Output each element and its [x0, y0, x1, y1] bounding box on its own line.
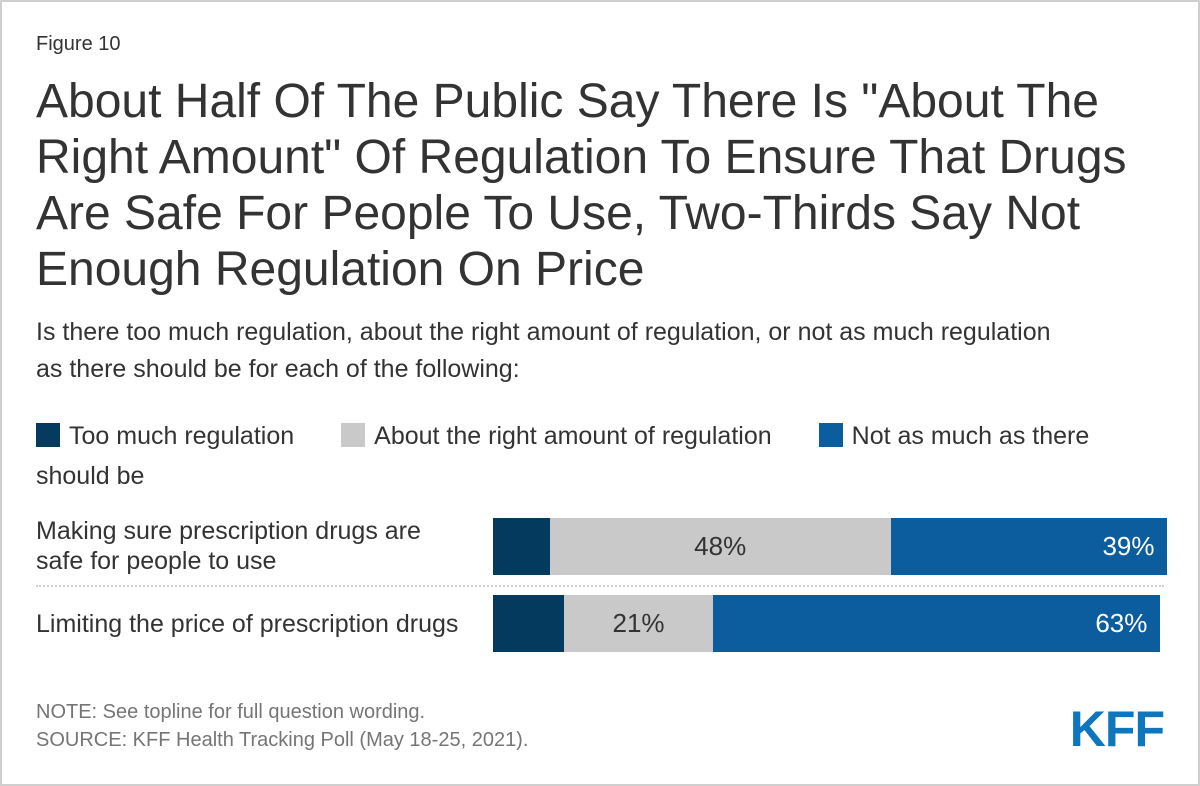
legend-label: Not as much as there should be — [36, 422, 1090, 490]
bar-segment: 21% — [564, 595, 714, 652]
bar-segment — [493, 517, 550, 575]
figure-container: Figure 10 About Half Of The Public Say T… — [2, 32, 1198, 754]
chart-row: Limiting the price of prescription drugs… — [36, 585, 1164, 652]
legend-swatch — [36, 423, 60, 447]
footer-notes: NOTE: See topline for full question word… — [36, 698, 1164, 754]
chart-row: Making sure prescription drugs are safe … — [36, 516, 1168, 576]
legend-label: About the right amount of regulation — [374, 422, 772, 450]
legend-swatch — [341, 423, 366, 447]
bar-value-label: 48% — [694, 530, 747, 561]
chart-legend: Too much regulation About the right amoun… — [36, 416, 1164, 496]
kff-logo: KFF — [1069, 701, 1165, 757]
bar-segment: 48% — [549, 517, 891, 575]
bar-segment: 63% — [713, 595, 1161, 652]
bar-value-label: 63% — [1095, 608, 1148, 638]
legend-label: Too much regulation — [69, 422, 295, 450]
stacked-bar-chart: Making sure prescription drugs are safe … — [36, 516, 1168, 652]
bar-track: 48% 39% — [493, 517, 1200, 575]
legend-swatch — [818, 423, 843, 447]
bar-track: 21% 63% — [493, 595, 1200, 652]
note-line: NOTE: See topline for full question word… — [36, 701, 426, 723]
row-label: Making sure prescription drugs are safe … — [36, 517, 421, 575]
bar-segment: 39% — [890, 517, 1168, 575]
bar-value-label: 39% — [1102, 530, 1155, 561]
chart-title: About Half Of The Public Say There Is "A… — [36, 75, 1127, 296]
bar-segment — [493, 595, 564, 652]
chart-subtitle: Is there too much regulation, about the … — [36, 318, 1051, 383]
figure-number-label: Figure 10 — [36, 33, 121, 55]
source-line: SOURCE: KFF Health Tracking Poll (May 18… — [36, 729, 529, 751]
row-label: Limiting the price of prescription drugs — [36, 609, 459, 638]
bar-value-label: 21% — [612, 608, 665, 638]
